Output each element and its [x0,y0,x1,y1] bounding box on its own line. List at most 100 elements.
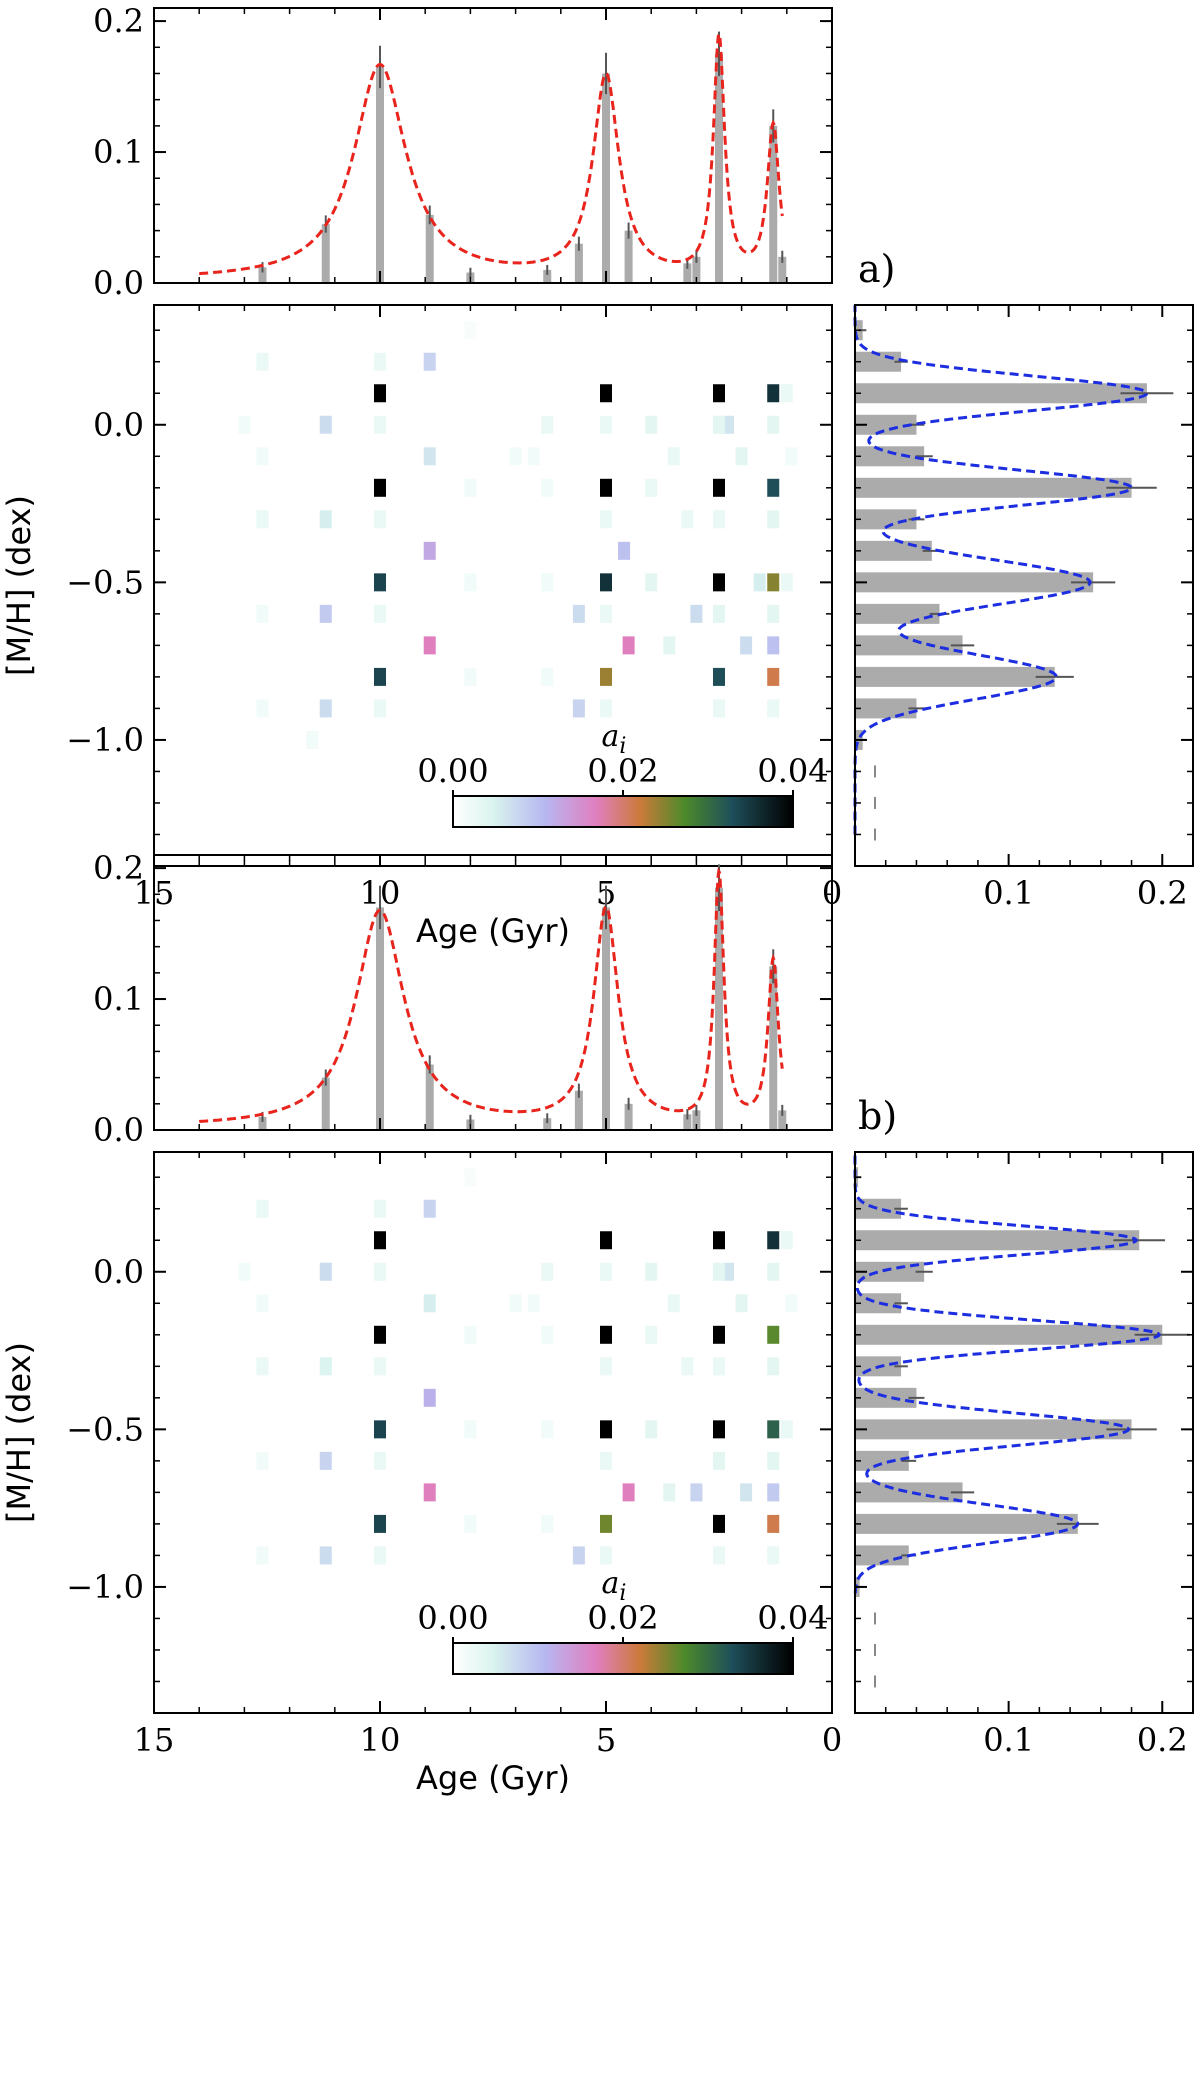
top-y-tick-label: 0.2 [93,849,144,887]
heatmap-cell [713,1451,725,1470]
heatmap-cell [374,1325,386,1344]
heatmap-cell [256,604,269,623]
top-hist-bar [376,907,384,1130]
heatmap-cell [319,604,332,623]
heatmap-cell [767,1325,780,1344]
heatmap-cell [785,1294,798,1313]
heatmap-cell [713,604,725,623]
heatmap-cell [600,510,612,529]
heatmap-cell [713,510,725,529]
heatmap-cell [464,667,477,686]
top-y-tick-label: 0.1 [93,980,144,1018]
heatmap-cell [667,1294,680,1313]
x-tick-label: 0 [822,1721,842,1759]
heatmap-cell [722,415,735,434]
colorbar-tick-label: 0.02 [587,752,658,790]
heatmap-cell [600,1325,612,1344]
side-hist-bar [855,603,940,624]
colorbar-label: ai [602,719,627,759]
top-hist-bar [321,1077,330,1130]
heatmap-cell [464,1325,477,1344]
heatmap-cell [600,415,612,434]
heatmap-cell [767,573,780,592]
top-hist-bar [778,256,787,283]
heatmap-cell [572,604,585,623]
heatmap-cell [374,1262,386,1281]
top-hist-bar [624,230,633,283]
top-hist-bar [624,1103,633,1130]
heatmap-cell [663,1483,676,1502]
heatmap-cell [713,667,725,686]
heatmap-cell [753,573,766,592]
heatmap-cell [464,1514,477,1533]
heatmap-cell [740,636,753,655]
side-hist-bar [855,572,1094,593]
heatmap-cell [618,541,631,560]
heatmap-cell [423,1294,436,1313]
heatmap-cell [319,1262,332,1281]
heatmap-cell [713,415,725,434]
heatmap-cell [374,384,386,403]
y-tick-label: 0.0 [93,1253,144,1291]
heatmap-cell [238,1262,251,1281]
heatmap-cell [256,699,269,718]
heatmap-cell [541,573,554,592]
heatmap-cell [713,1546,725,1565]
top-hist-bar [602,907,610,1130]
heatmap-cell [541,1325,554,1344]
heatmap-cell [767,384,780,403]
side-hist-bar [855,1419,1132,1440]
top-hist-bar [692,1110,701,1130]
colorbar-tick-label: 0.04 [757,752,828,790]
heatmap-cell [713,1262,725,1281]
heatmap-cell [767,510,780,529]
top-hist-bar [258,267,267,283]
top-axes [153,854,833,1131]
heatmap-cell [681,510,694,529]
top-hist-bar [602,73,610,283]
heatmap-cell [374,1199,386,1218]
colorbar-label: ai [602,1566,627,1606]
heatmap-cell [423,1199,436,1218]
colorbar-tick-label: 0.04 [757,1599,828,1637]
colorbar [452,1642,794,1675]
side-hist-bar [855,540,932,561]
colorbar-label-sub: i [619,1581,626,1606]
heatmap-cell [527,1294,540,1313]
top-y-tick-label: 0.0 [93,264,144,302]
heatmap-cell [374,1420,386,1439]
heatmap-cell [767,667,780,686]
heatmap-cell [509,1294,522,1313]
heatmap-cell [767,636,780,655]
heatmap-cell [735,447,748,466]
x-tick-label: 5 [596,1721,616,1759]
panel-label: b) [858,1094,897,1138]
heatmap-cell [541,415,554,434]
heatmap-cell [722,1262,735,1281]
top-hist-bar [778,1110,787,1130]
heatmap-cell [509,447,522,466]
heatmap-cell [256,1199,269,1218]
heatmap-cell [767,1483,780,1502]
top-hist-bar [321,224,330,283]
top-y-tick-label: 0.2 [93,2,144,40]
heatmap-cell [767,1231,780,1250]
y-tick-label: −1.0 [66,721,144,759]
heatmap-cell [423,1483,436,1502]
colorbar-tick-label: 0.00 [417,1599,488,1637]
heatmap-cell [541,1420,554,1439]
panel-label: a) [858,247,895,291]
heatmap-cell [464,321,477,340]
heatmap-cell [767,478,780,497]
top-hist-bar [258,1116,267,1130]
heatmap-cell [306,730,319,749]
heatmap-cell [600,1231,612,1250]
heatmap-cell [319,699,332,718]
heatmap-cell [600,667,612,686]
heatmap-cell [767,604,780,623]
heatmap-cell [374,667,386,686]
top-hist-bar [574,243,583,283]
x-axis-label: Age (Gyr) [416,912,570,950]
colorbar-tick-label: 0.02 [587,1599,658,1637]
